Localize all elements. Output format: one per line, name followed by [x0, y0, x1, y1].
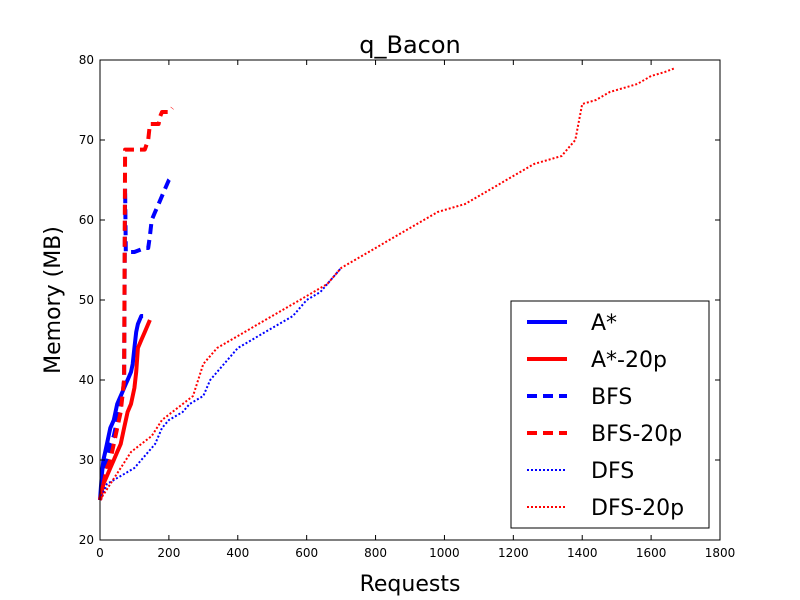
x-tick-label: 1800 [705, 546, 736, 560]
legend-label-2: BFS [591, 385, 632, 410]
series-line-3 [98, 106, 174, 501]
series-line-0 [98, 314, 144, 501]
series-line-1 [98, 319, 152, 501]
y-tick-label: 60 [79, 213, 94, 227]
x-axis-label: Requests [360, 572, 461, 597]
x-tick-label: 200 [157, 546, 180, 560]
x-tick-label: 0 [96, 546, 104, 560]
x-tick-label: 400 [226, 546, 249, 560]
y-tick-label: 40 [79, 373, 94, 387]
x-tick-label: 800 [364, 546, 387, 560]
x-tick-label: 1600 [636, 546, 667, 560]
x-tick-label: 1000 [429, 546, 460, 560]
y-axis-label: Memory (MB) [41, 226, 66, 374]
legend-box [510, 300, 710, 529]
series-line-5 [99, 67, 676, 501]
legend-label-5: DFS-20p [591, 496, 684, 521]
legend-label-4: DFS [591, 459, 634, 484]
y-tick-label: 20 [79, 533, 94, 547]
legend-label-1: A*-20p [591, 348, 667, 373]
y-tick-label: 50 [79, 293, 94, 307]
x-tick-label: 1400 [567, 546, 598, 560]
tick-layer: 0 200 400 600 800 1000 1200 1400 1600 1800 20 30 40 5… [79, 53, 736, 560]
series-line-2 [98, 174, 174, 501]
x-tick-label: 600 [295, 546, 318, 560]
x-tick-label: 1200 [498, 546, 529, 560]
legend-label-0: A* [591, 311, 617, 336]
y-tick-label: 80 [79, 53, 94, 67]
legend: A* A*-20p BFS BFS-20p DFS DFS-20p [510, 300, 710, 529]
legend-label-3: BFS-20p [591, 422, 682, 447]
y-tick-label: 70 [79, 133, 94, 147]
y-tick-label: 30 [79, 453, 94, 467]
series-layer [98, 67, 676, 501]
chart-title: q_Bacon [359, 31, 461, 59]
